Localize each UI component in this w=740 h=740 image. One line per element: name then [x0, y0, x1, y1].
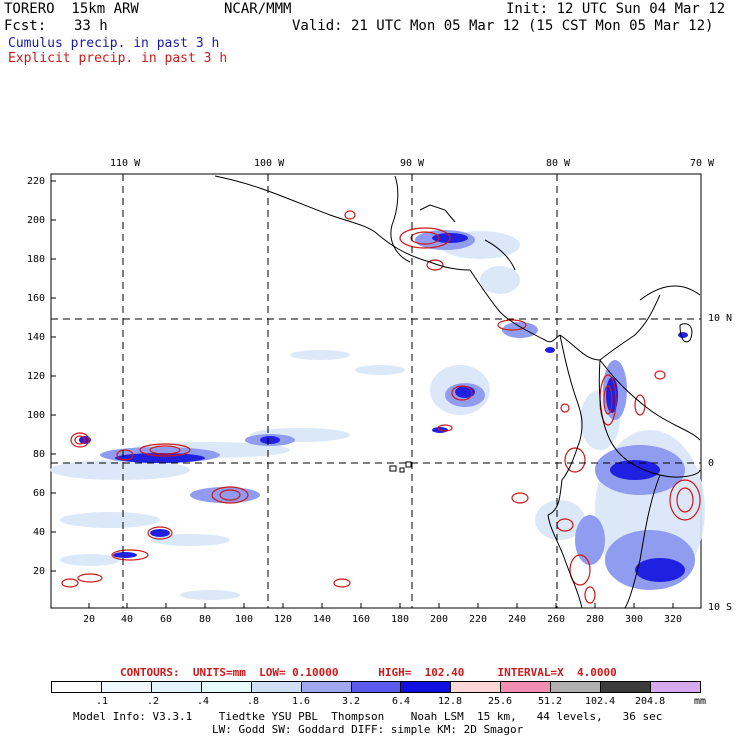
colorbar-label: .2 — [147, 696, 160, 707]
y-tick: 40 — [33, 527, 46, 538]
precip-fields — [50, 210, 705, 604]
lat-label-0: 0 — [708, 458, 715, 469]
model-info-line1: Model Info: V3.3.1 Tiedtke YSU PBL Thomp… — [73, 710, 663, 723]
x-tick: 80 — [199, 614, 212, 625]
explicit-legend: Explicit precip. in past 3 h — [8, 51, 228, 66]
colorbar-label: .8 — [247, 696, 260, 707]
fcst-hours: 33 h — [74, 18, 108, 34]
x-tick: 200 — [430, 614, 449, 625]
lat-label-10s: 10 S — [708, 602, 733, 613]
x-tick: 240 — [508, 614, 527, 625]
x-tick: 180 — [391, 614, 410, 625]
x-tick: 280 — [586, 614, 605, 625]
axis-tick-marks — [51, 180, 674, 608]
colorbar-label: .1 — [96, 696, 109, 707]
x-tick: 220 — [469, 614, 488, 625]
colorbar-swatch — [301, 682, 352, 692]
org-label: NCAR/MMM — [224, 1, 292, 17]
colorbar-swatch — [251, 682, 302, 692]
colorbar-label: 204.8 — [635, 696, 666, 707]
colorbar-label: 3.2 — [342, 696, 361, 707]
y-tick: 160 — [27, 293, 46, 304]
y-tick: 220 — [27, 176, 46, 187]
y-tick: 140 — [27, 332, 46, 343]
contour-info: CONTOURS: UNITS=mm LOW= 0.10000 HIGH= 10… — [120, 666, 617, 679]
valid-time: Valid: 21 UTC Mon 05 Mar 12 (15 CST Mon … — [292, 18, 714, 34]
colorbar-label: 25.6 — [488, 696, 513, 707]
colorbar-swatch — [201, 682, 252, 692]
x-tick: 320 — [664, 614, 683, 625]
colorbar-label: .4 — [197, 696, 210, 707]
x-tick: 20 — [83, 614, 96, 625]
colorbar-label: 102.4 — [585, 696, 616, 707]
model-info-line2: LW: Godd SW: Goddard DIFF: simple KM: 2D… — [212, 723, 524, 736]
init-time: Init: 12 UTC Sun 04 Mar 12 — [506, 1, 726, 17]
y-tick: 80 — [33, 449, 46, 460]
colorbar-label: 1.6 — [292, 696, 311, 707]
x-tick: 40 — [121, 614, 134, 625]
coastlines — [214, 175, 701, 609]
colorbar-swatch — [351, 682, 402, 692]
y-tick: 120 — [27, 371, 46, 382]
colorbar-swatch — [651, 682, 700, 692]
colorbar-swatch — [101, 682, 152, 692]
colorbar-label: 6.4 — [392, 696, 411, 707]
lon-label-70w: 70 W — [690, 158, 715, 169]
colorbar-swatch — [501, 682, 552, 692]
colorbar-swatch — [52, 682, 102, 692]
colorbar-swatch — [601, 682, 652, 692]
y-tick: 20 — [33, 566, 46, 577]
colorbar-unit: mm — [694, 696, 707, 707]
colorbar-swatch — [401, 682, 452, 692]
x-tick: 260 — [547, 614, 566, 625]
colorbar-label: 51.2 — [538, 696, 563, 707]
fcst-label: Fcst: — [4, 18, 47, 34]
lat-lon-grid — [51, 174, 701, 608]
y-tick: 60 — [33, 488, 46, 499]
x-tick: 60 — [160, 614, 173, 625]
lon-label-80w: 80 W — [546, 158, 571, 169]
lon-label-100w: 100 W — [254, 158, 285, 169]
y-tick: 100 — [27, 410, 46, 421]
colorbar-swatch — [551, 682, 602, 692]
lat-label-10n: 10 N — [708, 313, 733, 324]
x-tick: 120 — [274, 614, 293, 625]
y-tick: 200 — [27, 215, 46, 226]
x-tick: 100 — [235, 614, 254, 625]
cumulus-legend: Cumulus precip. in past 3 h — [8, 36, 220, 51]
colorbar-swatch — [451, 682, 502, 692]
y-tick: 180 — [27, 254, 46, 265]
colorbar-swatch — [151, 682, 202, 692]
colorbar — [51, 681, 701, 693]
x-tick: 300 — [625, 614, 644, 625]
model-title: TORERO 15km ARW — [4, 1, 139, 17]
lon-label-90w: 90 W — [400, 158, 425, 169]
x-tick: 160 — [352, 614, 371, 625]
x-tick: 140 — [313, 614, 332, 625]
colorbar-label: 12.8 — [438, 696, 463, 707]
lon-label-110w: 110 W — [110, 158, 141, 169]
